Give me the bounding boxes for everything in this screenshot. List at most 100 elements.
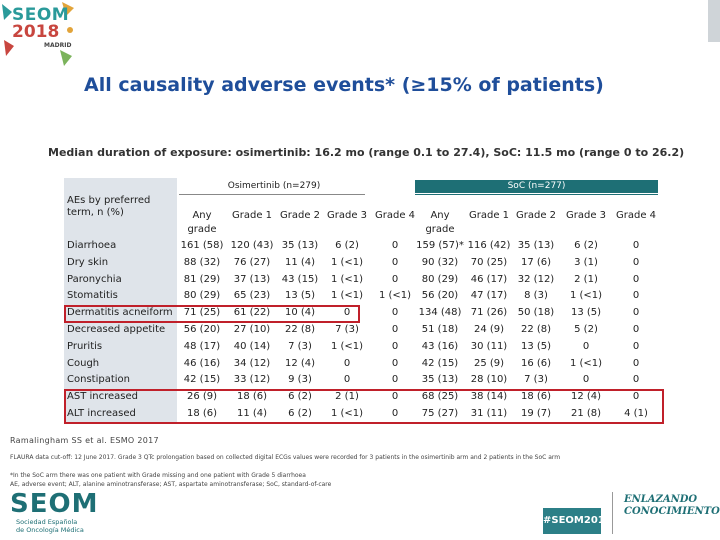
table-cell: 0 [632, 324, 640, 335]
table-cell: 2 (1) [574, 273, 598, 285]
table-cell: 90 (32) [421, 256, 459, 268]
hashtag-badge: #SEOM2018 [543, 508, 612, 534]
seom-logo-text: SEOM [10, 489, 99, 519]
table-cell: 42 (15) [421, 357, 459, 369]
table-cell: 27 (10) [233, 324, 271, 335]
table-cell: 1 (<1) [330, 340, 364, 352]
table-cell: 40 (14) [233, 340, 271, 352]
table-cell: 1 (<1) [569, 290, 603, 302]
table-cell: 0 [391, 357, 399, 369]
table-cell: 0 [391, 240, 399, 251]
table-cell: 7 (3) [524, 374, 548, 386]
logo-line-year: 2018 [12, 22, 60, 42]
table-cell: 0 [632, 256, 640, 268]
table-cell: 76 (27) [233, 256, 271, 268]
table-row: Stomatitis 80 (29) 65 (23) 13 (5) 1 (<1) 1 (<… [64, 288, 660, 304]
table-row: AST increased 26 (9) 18 (6) 6 (2) 2 (1) 0 68 (… [64, 389, 660, 405]
table-cell: 70 (25) [470, 256, 508, 268]
table-cell: 43 (16) [421, 340, 459, 352]
table-cell: 18 (6) [520, 391, 552, 403]
table-cell: 33 (12) [233, 374, 271, 386]
table-cell: 37 (13) [233, 273, 271, 285]
row-label: Stomatitis [67, 290, 118, 302]
group-header-soc: SoC (n=277) [415, 180, 658, 193]
table-cell: 0 [391, 391, 399, 403]
table-cell: 7 (3) [335, 324, 359, 335]
table-cell: 0 [391, 307, 399, 319]
seom-logo-sub2: de Oncología Médica [16, 526, 84, 534]
logo-line-seom: SEOM [12, 5, 70, 25]
seom-2018-logo: SEOM 2018 MADRID [12, 5, 71, 50]
row-label: Diarrhoea [67, 240, 117, 251]
table-cell: 18 (6) [236, 391, 268, 403]
table-cell: 71 (26) [470, 307, 508, 319]
row-label: Cough [67, 357, 100, 369]
table-cell: 24 (9) [473, 324, 505, 335]
column-header: Grade 3 [326, 210, 368, 221]
table-cell: 1 (<1) [330, 290, 364, 302]
row-label: Decreased appetite [67, 324, 166, 335]
table-cell: 28 (10) [470, 374, 508, 386]
column-header: Any grade [187, 210, 217, 235]
slide-title: All causality adverse events* (≥15% of p… [84, 74, 604, 96]
table-cell: 0 [391, 256, 399, 268]
table-cell: 35 (13) [421, 374, 459, 386]
table-cell: 71 (25) [183, 307, 221, 319]
column-header: Any grade [425, 210, 455, 235]
table-row: Diarrhoea 161 (58) 120 (43) 35 (13) 6 (2) 0 15… [64, 238, 660, 254]
table-cell: 0 [632, 357, 640, 369]
table-cell: 88 (32) [183, 256, 221, 268]
table-cell: 10 (4) [284, 307, 316, 319]
footer-divider [612, 492, 613, 534]
row-label-header: AEs by preferred term, n (%) [67, 195, 151, 218]
decorative-pattern-icon [2, 2, 74, 66]
table-cell: 13 (5) [284, 290, 316, 302]
slogan: ENLAZANDO CONOCIMIENTO [624, 494, 720, 518]
table-cell: 159 (57)* [416, 240, 464, 251]
table-cell: 120 (43) [230, 240, 274, 251]
table-cell: 0 [632, 307, 640, 319]
table-row: Decreased appetite 56 (20) 27 (10) 22 (8) 7 … [64, 322, 660, 338]
group-header-osimertinib: Osimertinib (n=279) [227, 181, 321, 191]
table-cell: 6 (2) [288, 408, 312, 419]
table-cell: 46 (16) [183, 357, 221, 369]
table-cell: 0 [632, 391, 640, 403]
column-header: Grade 2 [515, 210, 557, 221]
column-header: Grade 4 [374, 210, 416, 221]
table-cell: 26 (9) [186, 391, 218, 403]
table-cell: 134 (48) [418, 307, 462, 319]
table-cell: 19 (7) [520, 408, 552, 419]
table-cell: 12 (4) [284, 357, 316, 369]
seom-society-logo: SEOM Sociedad Española de Oncología Médi… [10, 490, 130, 534]
source-citation: Ramalingham SS et al. ESMO 2017 [10, 436, 159, 445]
table-cell: 1 (<1) [378, 290, 412, 302]
table-cell: 22 (8) [284, 324, 316, 335]
highlight-dermatitis-row [64, 305, 360, 323]
table-cell: 51 (18) [421, 324, 459, 335]
table-row: Constipation 42 (15) 33 (12) 9 (3) 0 0 35 (13)… [64, 372, 660, 388]
column-header: Grade 1 [468, 210, 510, 221]
table-cell: 0 [632, 240, 640, 251]
table-cell: 48 (17) [183, 340, 221, 352]
table-cell: 13 (5) [520, 340, 552, 352]
table-cell: 35 (13) [517, 240, 555, 251]
footnote: *In the SoC arm there was one patient wi… [10, 472, 306, 479]
table-cell: 43 (15) [281, 273, 319, 285]
column-header: Grade 1 [231, 210, 273, 221]
table-cell: 0 [391, 324, 399, 335]
row-label-column-background [64, 178, 177, 422]
table-cell: 0 [582, 340, 590, 352]
table-cell: 116 (42) [467, 240, 511, 251]
slogan-line1: ENLAZANDO [624, 494, 698, 505]
table-cell: 56 (20) [421, 290, 459, 302]
table-cell: 80 (29) [183, 290, 221, 302]
table-row: Dermatitis acneiform 71 (25) 61 (22) 10 (4)… [64, 305, 660, 321]
slogan-line2: CONOCIMIENTO [624, 506, 720, 517]
table-cell: 5 (2) [574, 324, 598, 335]
adverse-events-table: AEs by preferred term, n (%) Osimertinib… [64, 178, 664, 424]
table-cell: 0 [343, 307, 351, 319]
table-cell: 8 (3) [524, 290, 548, 302]
table-cell: 0 [632, 374, 640, 386]
table-cell: 1 (<1) [569, 357, 603, 369]
footnote: FLAURA data cut-off: 12 June 2017. Grade… [10, 454, 561, 461]
